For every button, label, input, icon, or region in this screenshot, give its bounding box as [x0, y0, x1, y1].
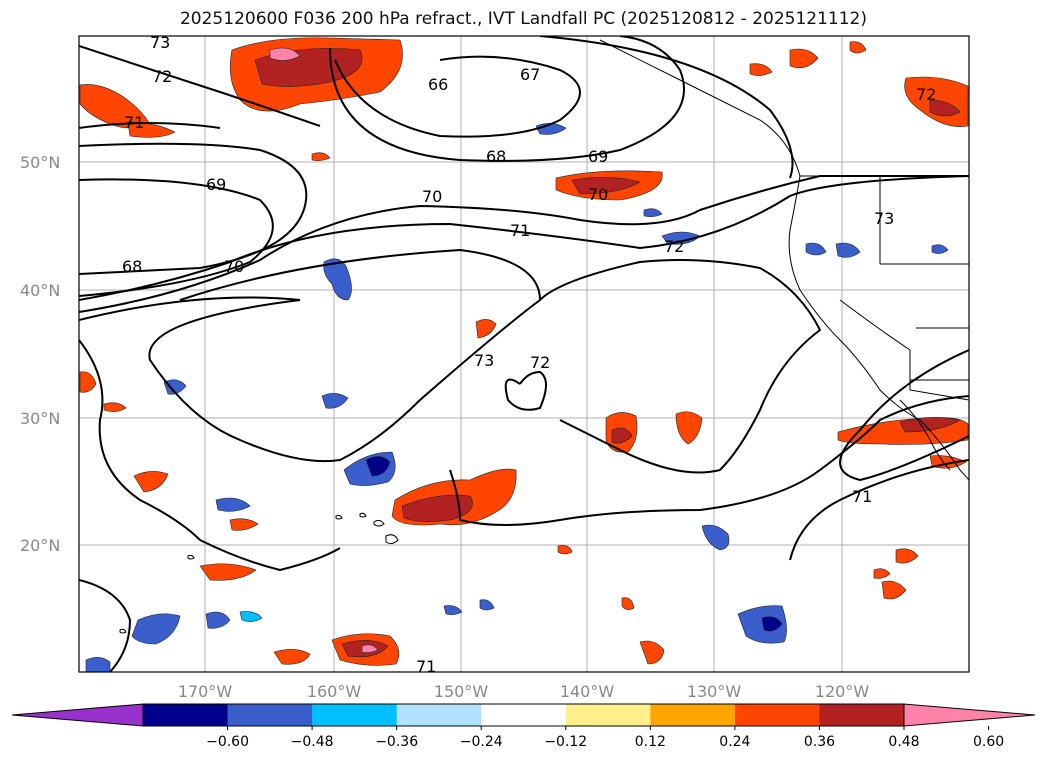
islands: [119, 512, 399, 634]
contour-label: 69: [588, 147, 608, 166]
lat-label: 50°N: [20, 153, 60, 172]
colorbar-swatch: [565, 704, 651, 726]
map-frame: [78, 35, 970, 673]
contour-label: 72: [530, 353, 550, 372]
colorbar-tick-label: −0.12: [544, 734, 587, 750]
contour-label: 71: [416, 657, 436, 676]
contour-labels: 73 72 71 66 67 68 69 69 70 68 70 71 70 7…: [122, 33, 936, 676]
contour-label: 73: [474, 351, 494, 370]
colorbar-tick-label: 0.12: [635, 734, 666, 750]
contour-label: 69: [206, 175, 226, 194]
lat-label: 30°N: [20, 409, 60, 428]
colorbar-tick-label: 0.48: [888, 734, 919, 750]
colorbar-tick-label: −0.48: [291, 734, 334, 750]
latitude-labels: 50°N 40°N 30°N 20°N: [20, 153, 60, 555]
colorbar: −0.60 −0.48 −0.36 −0.24 −0.12 0.12 0.24 0.36 0.4…: [11, 703, 1036, 750]
contour-label: 72: [152, 67, 172, 86]
lon-label: 150°W: [434, 682, 489, 701]
colorbar-tick-label: −0.36: [375, 734, 418, 750]
colorbar-swatch: [143, 704, 229, 726]
lon-label: 130°W: [687, 682, 742, 701]
contour-label: 72: [916, 85, 936, 104]
contour-label: 70: [588, 185, 608, 204]
contour-label: 71: [510, 221, 530, 240]
contour-label: 70: [422, 187, 442, 206]
negative-anomaly-shading: [85, 123, 949, 672]
contour-label: 72: [664, 237, 684, 256]
height-contours: [79, 36, 969, 672]
lon-label: 140°W: [560, 682, 615, 701]
colorbar-extend-low: [11, 703, 144, 727]
colorbar-swatch: [227, 704, 313, 726]
colorbar-swatch: [734, 704, 820, 726]
colorbar-tick-label: 0.24: [719, 734, 750, 750]
lat-label: 40°N: [20, 281, 60, 300]
contour-label: 68: [122, 257, 142, 276]
map-title: 2025120600 F036 200 hPa refract., IVT La…: [179, 9, 867, 29]
colorbar-tick-label: 0.36: [804, 734, 835, 750]
colorbar-extend-high: [903, 703, 1036, 727]
colorbar-swatch: [396, 704, 482, 726]
colorbar-tick-label: 0.60: [973, 734, 1004, 750]
colorbar-tick-label: −0.60: [206, 734, 249, 750]
colorbar-swatch: [481, 704, 567, 726]
contour-label: 73: [874, 209, 894, 228]
colorbar-swatch: [312, 704, 398, 726]
colorbar-frame: [142, 703, 905, 727]
contour-label: 67: [520, 65, 540, 84]
lon-label: 160°W: [307, 682, 362, 701]
lat-label: 20°N: [20, 536, 60, 555]
coastlines: [599, 39, 969, 481]
contour-label: 71: [124, 113, 144, 132]
contour-label: 70: [224, 257, 244, 276]
contour-label: 66: [428, 75, 448, 94]
colorbar-swatch: [819, 704, 905, 726]
contour-label: 68: [486, 147, 506, 166]
contour-label: 73: [150, 33, 170, 52]
contour-label: 71: [852, 487, 872, 506]
longitude-labels: 170°W 160°W 150°W 140°W 130°W 120°W: [178, 682, 870, 701]
graticule: [79, 36, 969, 672]
lon-label: 120°W: [815, 682, 870, 701]
lon-label: 170°W: [178, 682, 233, 701]
colorbar-swatch: [650, 704, 736, 726]
colorbar-tick-label: −0.24: [460, 734, 503, 750]
